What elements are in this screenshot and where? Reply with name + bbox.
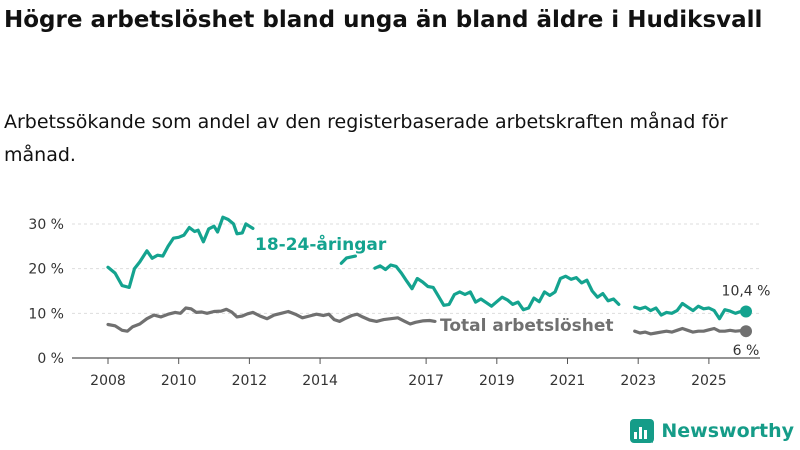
end-value-young: 10,4 % [722, 284, 771, 300]
x-tick-label: 2019 [479, 373, 515, 389]
x-tick-label: 2023 [620, 373, 656, 389]
end-value-total: 6 % [733, 343, 760, 359]
x-tick-label: 2014 [302, 373, 338, 389]
y-tick-label: 20 % [28, 262, 64, 278]
x-tick-label: 2008 [90, 373, 126, 389]
series-labels: 18-24-åringar Total arbetslöshet 10,4 % 6 % [255, 233, 770, 359]
x-tick-label: 2017 [408, 373, 444, 389]
end-dot-young [740, 305, 752, 318]
y-tick-label: 30 % [28, 217, 64, 233]
newsworthy-logo-icon [630, 419, 655, 443]
series-line-young [373, 263, 621, 312]
y-tick-label: 0 % [37, 351, 64, 367]
x-axis: 2008 2010 2012 2014 2017 2019 2021 2023 2025 [72, 357, 760, 389]
series-line-young [633, 301, 748, 321]
series-lines [106, 215, 752, 338]
gridlines [72, 223, 760, 314]
newsworthy-logo-text: Newsworthy [661, 420, 794, 442]
y-tick-label: 10 % [28, 306, 64, 322]
series-line-young [339, 254, 357, 265]
series-label-total: Total arbetslöshet [440, 316, 614, 336]
chart-subtitle: Arbetssökande som andel av den registerb… [4, 111, 728, 166]
end-dot-total [740, 325, 752, 338]
series-label-young: 18-24-åringar [255, 233, 387, 255]
newsworthy-logo: Newsworthy [629, 418, 794, 444]
line-chart: 0 % 10 % 20 % 30 % 2008 2010 2012 2014 2017 2019… [28, 215, 770, 389]
y-axis-ticks: 0 % 10 % 20 % 30 % [28, 217, 64, 367]
x-tick-label: 2010 [161, 373, 197, 389]
x-tick-label: 2025 [691, 373, 727, 389]
series-line-total [633, 326, 748, 336]
series-line-total [106, 306, 437, 333]
series-line-young [106, 215, 255, 289]
x-tick-label: 2021 [550, 373, 586, 389]
chart-title: Högre arbetslöshet bland unga än bland ä… [4, 7, 763, 33]
x-tick-label: 2012 [232, 373, 268, 389]
